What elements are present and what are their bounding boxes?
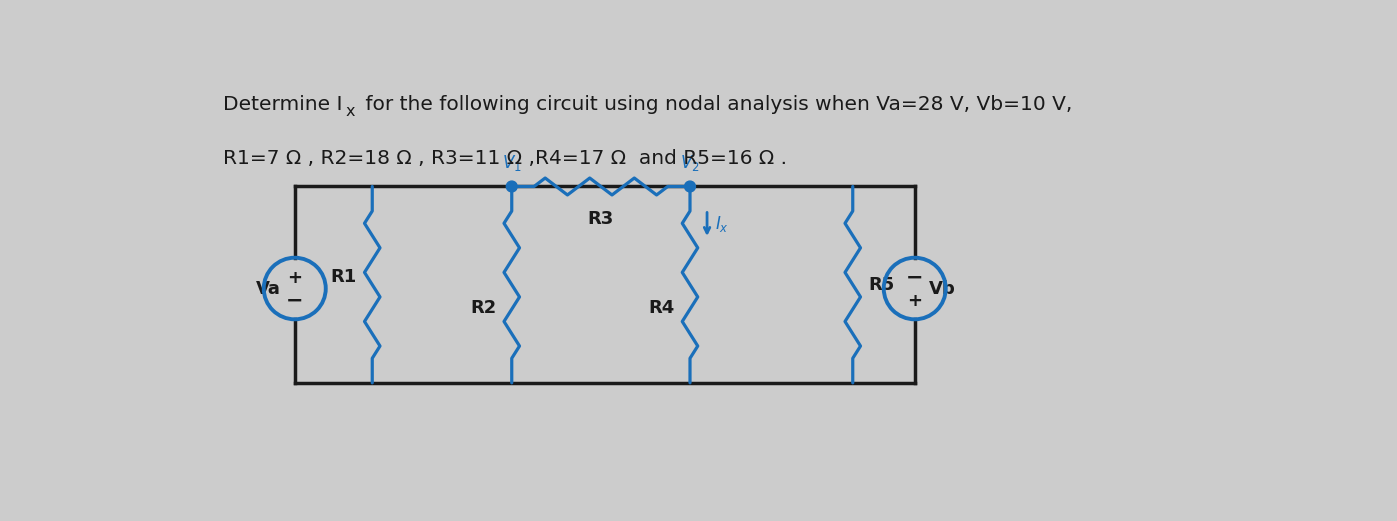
Text: $V_2$: $V_2$ <box>680 153 700 173</box>
Text: +: + <box>907 292 922 310</box>
Text: +: + <box>288 269 302 287</box>
Text: R4: R4 <box>648 299 675 317</box>
Text: R1: R1 <box>331 268 356 286</box>
Text: R1=7 Ω , R2=18 Ω , R3=11 Ω ,R4=17 Ω  and R5=16 Ω .: R1=7 Ω , R2=18 Ω , R3=11 Ω ,R4=17 Ω and … <box>224 150 788 168</box>
Circle shape <box>506 181 517 192</box>
Text: Va: Va <box>256 279 281 297</box>
Text: for the following circuit using nodal analysis when Va=28 V, Vb=10 V,: for the following circuit using nodal an… <box>359 95 1071 114</box>
Text: −: − <box>907 268 923 288</box>
Text: Vb: Vb <box>929 279 956 297</box>
Text: −: − <box>286 291 303 311</box>
Text: R3: R3 <box>588 209 615 228</box>
Text: R2: R2 <box>469 299 496 317</box>
Text: $I_x$: $I_x$ <box>715 214 729 234</box>
Text: $V_1$: $V_1$ <box>502 153 521 173</box>
Text: x: x <box>345 104 355 119</box>
Circle shape <box>685 181 696 192</box>
Text: R5: R5 <box>869 276 894 294</box>
Text: Determine I: Determine I <box>224 95 342 114</box>
